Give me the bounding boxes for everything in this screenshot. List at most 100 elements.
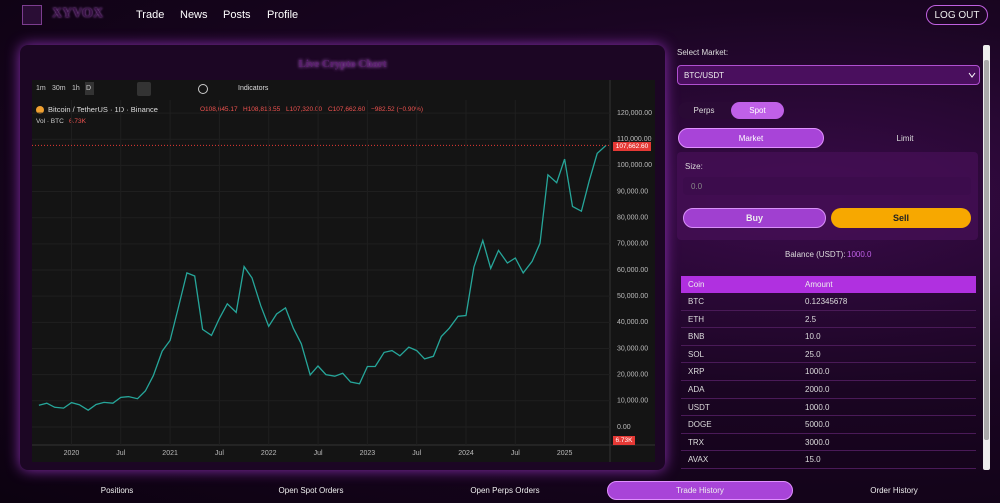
- logout-button[interactable]: LOG OUT: [926, 5, 988, 25]
- nav-link[interactable]: Posts: [223, 9, 251, 21]
- nav-link[interactable]: News: [180, 9, 208, 21]
- table-row: ADA 2000.0: [681, 381, 976, 399]
- tab-highlight: [607, 481, 793, 500]
- table-cell: AVAX: [688, 455, 709, 465]
- symbol: Bitcoin / TetherUS · 1D · Binance: [48, 105, 158, 114]
- ohlc-close: C107,662.60: [328, 106, 366, 113]
- ohlc-open: O108,645.17: [200, 106, 238, 113]
- price-tag: 107,662.60: [613, 142, 651, 151]
- volume-tag: 6.73K: [613, 436, 635, 445]
- table-row: DOGE 5000.0: [681, 416, 976, 434]
- logo[interactable]: XYVOX: [52, 6, 104, 21]
- volume-label: Vol · BTC: [36, 118, 64, 125]
- table-cell: BNB: [688, 332, 705, 342]
- header-cell: Coin: [688, 280, 705, 289]
- table-row: TRX 3000.0: [681, 434, 976, 452]
- bottom-tab[interactable]: Open Perps Orders: [470, 486, 540, 495]
- limit-tab[interactable]: Limit: [896, 133, 914, 143]
- table-row: AVAX 15.0: [681, 451, 976, 469]
- size-label: Size:: [685, 162, 703, 171]
- x-tick-label: 2023: [360, 450, 376, 457]
- spot-tab[interactable]: Spot: [731, 102, 784, 119]
- add-button[interactable]: [198, 84, 208, 94]
- table-row: XRP 1000.0: [681, 363, 976, 381]
- select-label: Select Market:: [677, 48, 729, 57]
- bottom-tab[interactable]: Order History: [870, 486, 918, 495]
- x-tick-label: 2022: [261, 450, 277, 457]
- table-cell: 15.0: [805, 455, 821, 465]
- interval[interactable]: 30m: [52, 85, 66, 92]
- x-tick-label: Jul: [314, 450, 323, 457]
- sell-button[interactable]: Sell: [831, 208, 971, 228]
- panel-title: Live Crypto Chart: [298, 58, 387, 70]
- interval[interactable]: 1m: [36, 85, 46, 92]
- perps-tab[interactable]: Perps: [693, 106, 715, 115]
- header-cell: Amount: [805, 280, 833, 289]
- table-cell: DOGE: [688, 420, 712, 430]
- x-tick-label: Jul: [116, 450, 125, 457]
- y-tick-label: 110,000.00: [617, 136, 652, 143]
- price-line: [38, 144, 607, 411]
- y-tick-label: 70,000.00: [617, 241, 648, 248]
- table-cell: 3000.0: [805, 437, 830, 447]
- table-cell: ETH: [688, 314, 704, 324]
- table-cell: 2000.0: [805, 385, 830, 394]
- table-cell: 25.0: [805, 349, 821, 359]
- table-cell: SOL: [688, 349, 705, 359]
- size-input[interactable]: 0.0: [683, 177, 971, 195]
- table-cell: 0.12345678: [805, 297, 848, 306]
- balance-value: 1000.0: [847, 250, 872, 259]
- table-row: BNB 10.0: [681, 328, 976, 346]
- buy-button[interactable]: Buy: [683, 208, 826, 228]
- table-cell: BTC: [688, 297, 704, 306]
- scrollbar-thumb[interactable]: [984, 60, 989, 440]
- table-row: SOL 25.0: [681, 346, 976, 364]
- table-cell: XRP: [688, 367, 705, 377]
- nav-link[interactable]: Profile: [267, 9, 299, 21]
- ohlc-low: L107,320.00: [286, 106, 323, 113]
- interval[interactable]: D: [85, 82, 94, 95]
- volume-value: 6.73K: [69, 118, 86, 125]
- y-tick-label: 30,000.00: [617, 345, 648, 352]
- y-tick-label: 100,000.00: [617, 162, 652, 169]
- table-cell: ADA: [688, 385, 705, 394]
- table-cell: USDT: [688, 402, 710, 412]
- table-cell: TRX: [688, 437, 704, 447]
- table-cell: 5000.0: [805, 420, 830, 430]
- interval[interactable]: 1h: [72, 85, 80, 92]
- y-tick-label: 10,000.00: [617, 398, 648, 405]
- bottom-tab[interactable]: Open Spot Orders: [278, 486, 344, 495]
- logo-icon: [22, 5, 42, 25]
- indicators-button[interactable]: Indicators: [238, 85, 269, 92]
- x-tick-label: 2020: [64, 450, 80, 457]
- x-tick-label: Jul: [412, 450, 421, 457]
- bottom-tab-active[interactable]: Trade History: [676, 486, 724, 495]
- chart-type-button[interactable]: [137, 82, 151, 96]
- y-tick-label: 20,000.00: [617, 371, 648, 378]
- market-tab[interactable]: Market: [678, 128, 824, 148]
- select-caret: [968, 72, 976, 78]
- x-tick-label: 2025: [557, 450, 573, 457]
- x-tick-label: 2024: [458, 450, 474, 457]
- table-cell: 1000.0: [805, 367, 830, 377]
- y-tick-label: 40,000.00: [617, 319, 648, 326]
- table-cell: 10.0: [805, 332, 821, 342]
- table-cell: 1000.0: [805, 402, 830, 412]
- y-tick-label: 0.00: [617, 424, 631, 431]
- y-tick-label: 50,000.00: [617, 293, 648, 300]
- bottom-tab[interactable]: Positions: [100, 486, 134, 495]
- change: −982.52 (−0.90%): [371, 106, 424, 113]
- nav-link[interactable]: Trade: [136, 9, 165, 21]
- balance-label: Balance (USDT):: [785, 250, 846, 259]
- price-chart: 0.00 10,000.00 20,000.00 30,000.00 40,000.00…: [32, 80, 655, 462]
- table-cell: 2.5: [805, 314, 817, 324]
- table-row: ETH 2.5: [681, 311, 976, 329]
- x-tick-label: 2021: [162, 450, 178, 457]
- table-header: Coin Amount: [681, 276, 976, 293]
- y-tick-label: 60,000.00: [617, 267, 648, 274]
- table-row: USDT 1000.0: [681, 399, 976, 417]
- market-select[interactable]: BTC/USDT: [677, 65, 980, 85]
- table-row: BTC 0.12345678: [681, 293, 976, 311]
- ohlc-high: H108,813.55: [243, 106, 281, 113]
